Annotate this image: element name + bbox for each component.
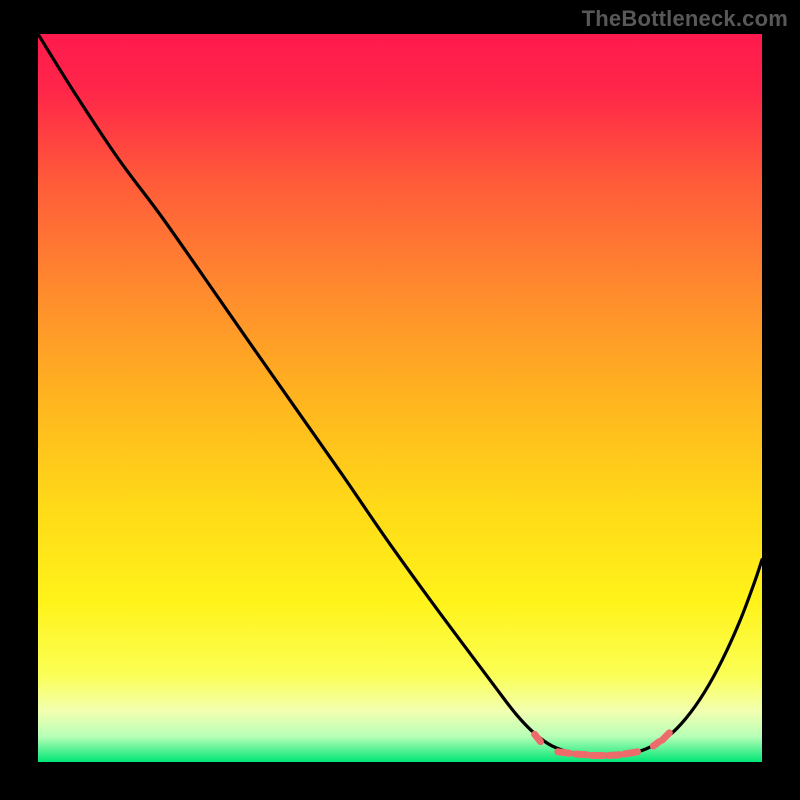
valley-tick: [653, 742, 659, 746]
valley-tick: [558, 752, 570, 753]
bottleneck-curve: [38, 34, 762, 756]
valley-tick: [662, 733, 669, 740]
valley-tick: [575, 754, 587, 755]
valley-tick: [609, 755, 621, 756]
chart-stage: TheBottleneck.com: [0, 0, 800, 800]
watermark-text: TheBottleneck.com: [582, 6, 788, 32]
curve-overlay: [38, 34, 762, 762]
valley-tick: [535, 734, 541, 741]
valley-tick: [624, 752, 637, 754]
plot-window: [38, 34, 762, 762]
